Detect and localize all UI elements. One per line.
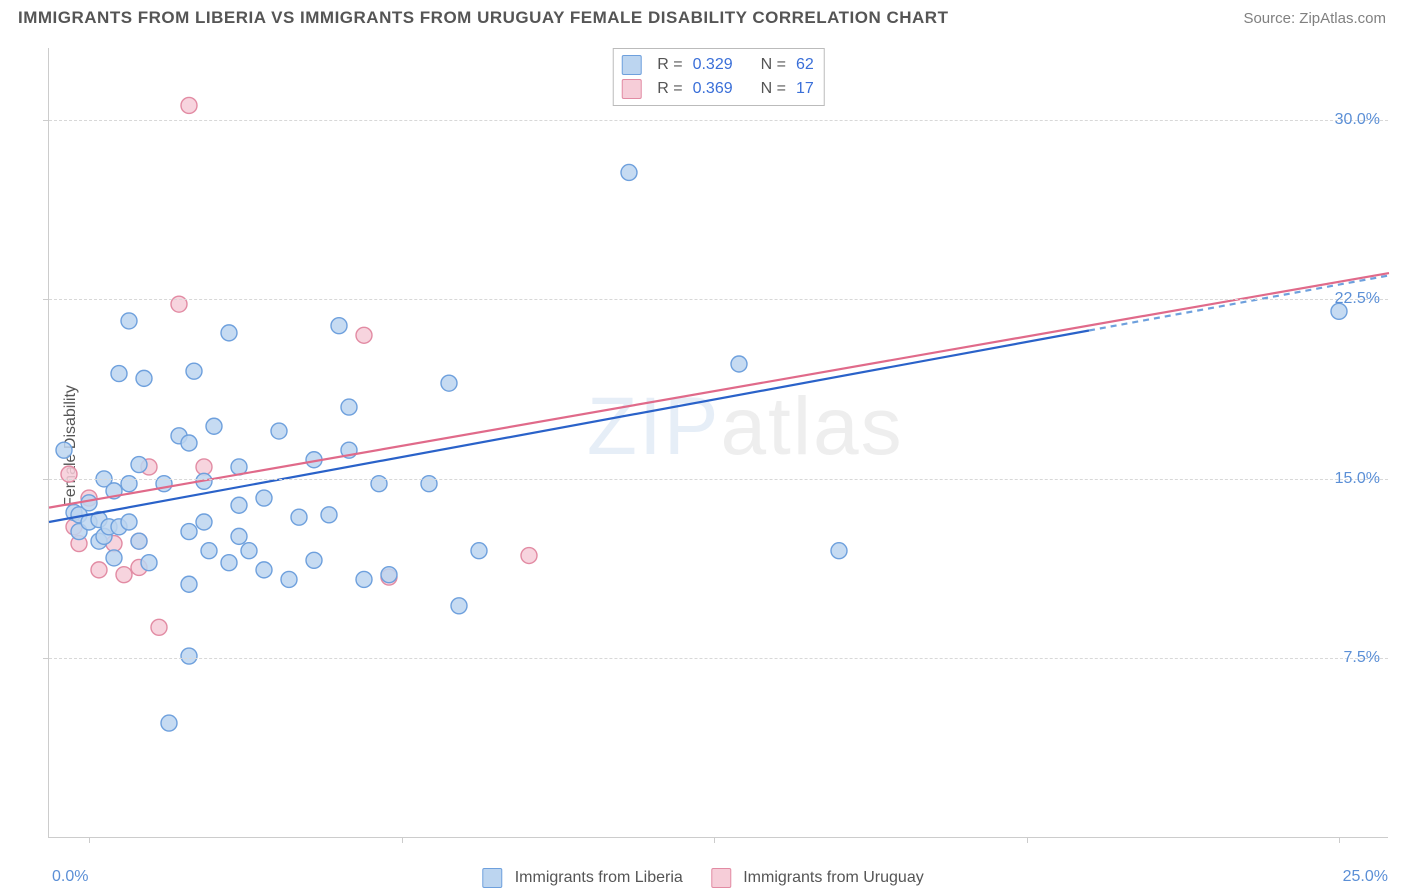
data-point: [241, 543, 257, 559]
data-point: [221, 325, 237, 341]
trendline-uruguay: [49, 273, 1389, 508]
gridline: [49, 658, 1388, 659]
y-tick: [43, 479, 49, 480]
plot-svg: [49, 48, 1388, 837]
data-point: [141, 555, 157, 571]
swatch-uruguay: [711, 868, 731, 888]
y-tick-label: 7.5%: [1344, 649, 1380, 667]
data-point: [341, 399, 357, 415]
swatch-liberia: [482, 868, 502, 888]
data-point: [621, 164, 637, 180]
correlation-legend: R = 0.329 N = 62 R = 0.369 N = 17: [612, 48, 825, 106]
data-point: [381, 567, 397, 583]
data-point: [451, 598, 467, 614]
data-point: [136, 370, 152, 386]
chart-title: IMMIGRANTS FROM LIBERIA VS IMMIGRANTS FR…: [18, 8, 948, 28]
data-point: [91, 562, 107, 578]
data-point: [186, 363, 202, 379]
data-point: [131, 457, 147, 473]
x-tick: [89, 837, 90, 843]
x-tick: [1339, 837, 1340, 843]
data-point: [356, 571, 372, 587]
r-value-uruguay: 0.369: [693, 77, 733, 101]
data-point: [306, 552, 322, 568]
data-point: [181, 576, 197, 592]
data-point: [116, 567, 132, 583]
data-point: [181, 435, 197, 451]
data-point: [281, 571, 297, 587]
data-point: [231, 528, 247, 544]
series-legend: Immigrants from Liberia Immigrants from …: [482, 868, 923, 888]
data-point: [221, 555, 237, 571]
y-tick: [43, 120, 49, 121]
x-min-label: 0.0%: [52, 868, 88, 886]
y-tick-label: 15.0%: [1335, 470, 1380, 488]
data-point: [81, 495, 97, 511]
data-point: [111, 366, 127, 382]
gridline: [49, 479, 1388, 480]
data-point: [521, 548, 537, 564]
legend-item-liberia: Immigrants from Liberia: [482, 868, 683, 888]
data-point: [196, 514, 212, 530]
y-tick-label: 30.0%: [1335, 111, 1380, 129]
y-tick: [43, 299, 49, 300]
chart-area: ZIPatlas R = 0.329 N = 62 R = 0.369 N = …: [48, 48, 1388, 838]
data-point: [331, 318, 347, 334]
data-point: [106, 550, 122, 566]
data-point: [356, 327, 372, 343]
swatch-liberia: [621, 55, 641, 75]
legend-row-liberia: R = 0.329 N = 62: [621, 53, 814, 77]
data-point: [321, 507, 337, 523]
data-point: [196, 459, 212, 475]
x-tick: [714, 837, 715, 843]
y-tick: [43, 658, 49, 659]
data-point: [181, 524, 197, 540]
n-value-uruguay: 17: [796, 77, 814, 101]
r-value-liberia: 0.329: [693, 53, 733, 77]
data-point: [181, 97, 197, 113]
n-value-liberia: 62: [796, 53, 814, 77]
data-point: [271, 423, 287, 439]
data-point: [231, 497, 247, 513]
data-point: [121, 313, 137, 329]
data-point: [471, 543, 487, 559]
data-point: [151, 619, 167, 635]
swatch-uruguay: [621, 79, 641, 99]
data-point: [161, 715, 177, 731]
data-point: [206, 418, 222, 434]
data-point: [831, 543, 847, 559]
x-max-label: 25.0%: [1343, 868, 1388, 886]
data-point: [731, 356, 747, 372]
data-point: [201, 543, 217, 559]
data-point: [56, 442, 72, 458]
legend-row-uruguay: R = 0.369 N = 17: [621, 77, 814, 101]
gridline: [49, 299, 1388, 300]
data-point: [121, 514, 137, 530]
data-point: [256, 562, 272, 578]
data-point: [291, 509, 307, 525]
source-label: Source: ZipAtlas.com: [1243, 10, 1386, 27]
legend-item-uruguay: Immigrants from Uruguay: [711, 868, 924, 888]
trendline-liberia: [49, 330, 1089, 522]
data-point: [131, 533, 147, 549]
data-point: [256, 490, 272, 506]
data-point: [181, 648, 197, 664]
x-tick: [402, 837, 403, 843]
x-tick: [1027, 837, 1028, 843]
gridline: [49, 120, 1388, 121]
data-point: [441, 375, 457, 391]
y-tick-label: 22.5%: [1335, 290, 1380, 308]
